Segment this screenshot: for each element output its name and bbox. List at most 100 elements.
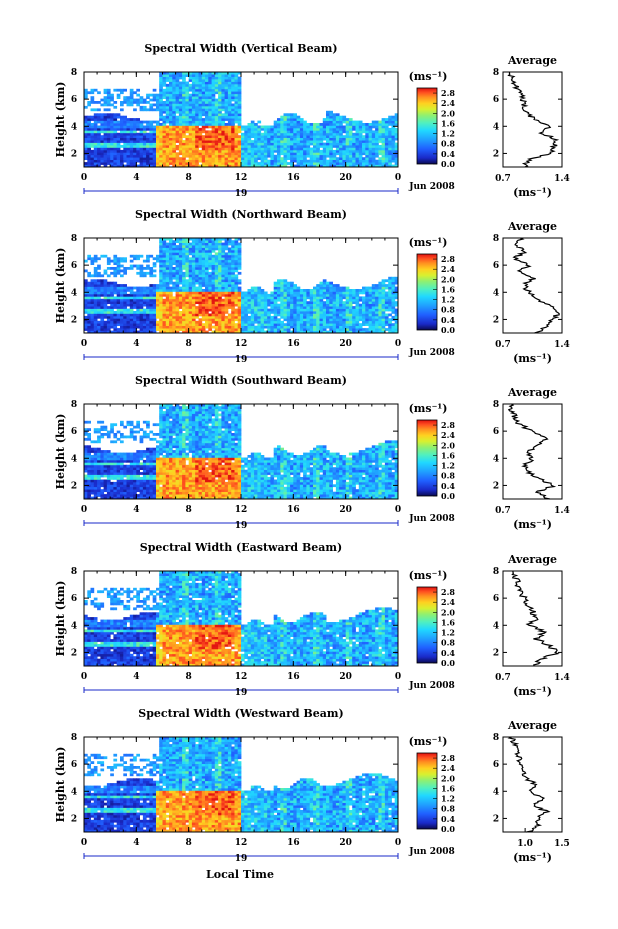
heatmap-cell [342, 301, 347, 304]
heatmap-cell [208, 83, 212, 87]
heatmap-cell [201, 88, 206, 92]
heatmap-cell [263, 313, 268, 317]
heatmap-cell [218, 328, 222, 331]
heatmap-cell [129, 125, 134, 129]
heatmap-cell [296, 162, 301, 165]
heatmap-cell [273, 306, 278, 309]
heatmap-cell [169, 115, 173, 119]
heatmap-cell [335, 115, 340, 119]
heatmap-cell [221, 242, 226, 246]
heatmap-cell [329, 311, 333, 314]
heatmap-cell [97, 279, 101, 283]
heatmap-cell [244, 301, 248, 304]
heatmap-cell [234, 298, 239, 302]
heatmap-cell [178, 113, 183, 117]
heatmap-cell [231, 262, 235, 265]
heatmap-cell [214, 127, 219, 131]
heatmap-cell [103, 140, 108, 143]
heatmap-cell [195, 247, 199, 251]
heatmap-cell [391, 164, 396, 168]
heatmap-cell [322, 137, 327, 141]
heatmap-cell [87, 142, 91, 146]
heatmap-cell [309, 325, 314, 329]
heatmap-cell [394, 159, 399, 163]
heatmap-cell [191, 308, 196, 312]
heatmap-cell [286, 123, 291, 126]
heatmap-cell [129, 88, 134, 92]
heatmap-cell [106, 320, 111, 324]
heatmap-cell [175, 154, 180, 158]
heatmap-cell [309, 123, 314, 126]
heatmap-cell [250, 125, 255, 129]
heatmap-cell [309, 323, 314, 326]
heatmap-cell [286, 142, 291, 146]
heatmap-cell [227, 88, 232, 92]
heatmap-cell [113, 320, 118, 324]
heatmap-cell [218, 254, 222, 258]
heatmap-cell [208, 267, 212, 270]
heatmap-cell [165, 242, 170, 246]
heatmap-cell [103, 254, 108, 258]
heatmap-cell [221, 101, 226, 104]
heatmap-cell [283, 123, 288, 126]
heatmap-cell [368, 125, 373, 129]
heatmap-cell [162, 157, 167, 160]
heatmap-cell [381, 130, 386, 134]
heatmap-cell [165, 149, 170, 153]
heatmap-cell [244, 162, 248, 165]
heatmap-cell [188, 93, 193, 97]
heatmap-cell [335, 137, 340, 141]
heatmap-cell [218, 301, 222, 304]
heatmap-cell [126, 296, 131, 300]
heatmap-cell [188, 86, 193, 90]
heatmap-cell [316, 152, 320, 156]
heatmap-cell [224, 315, 229, 319]
heatmap-cell [283, 118, 288, 121]
heatmap-cell [329, 313, 333, 317]
heatmap-cell [283, 281, 288, 285]
heatmap-cell [162, 81, 167, 85]
heatmap-cell [87, 159, 91, 163]
heatmap-cell [169, 325, 173, 329]
heatmap-cell [241, 162, 245, 165]
heatmap-cell [231, 279, 235, 283]
heatmap-cell [218, 101, 222, 104]
colorbar-tick-label: 1.6 [441, 118, 455, 128]
heatmap-cell [316, 162, 320, 165]
heatmap-cell [358, 308, 363, 312]
heatmap-cell [352, 125, 356, 129]
heatmap-cell [277, 118, 281, 121]
heatmap-cell [326, 159, 330, 163]
x-tick-label: 12 [235, 339, 248, 349]
heatmap-cell [159, 245, 163, 248]
heatmap-cell [195, 301, 199, 304]
heatmap-cell [178, 301, 183, 304]
heatmap-cell [384, 152, 389, 156]
heatmap-cell [375, 308, 379, 312]
heatmap-cell [162, 284, 167, 287]
heatmap-cell [221, 157, 226, 160]
heatmap-cell [113, 130, 118, 134]
heatmap-cell [290, 113, 294, 117]
heatmap-cell [221, 71, 226, 75]
heatmap-cell [159, 145, 163, 148]
heatmap-cell [358, 296, 363, 300]
heatmap-cell [218, 81, 222, 85]
heatmap-cell [195, 276, 199, 280]
heatmap-cell [100, 315, 105, 319]
heatmap-cell [90, 154, 95, 158]
heatmap-cell [169, 93, 173, 97]
heatmap-cell [280, 130, 284, 134]
heatmap-cell [365, 301, 369, 304]
heatmap-cell [198, 71, 203, 75]
heatmap-cell [270, 303, 275, 307]
heatmap-cell [355, 123, 360, 126]
heatmap-cell [263, 149, 268, 153]
heatmap-cell [110, 157, 114, 160]
heatmap-cell [129, 301, 134, 304]
heatmap-cell [306, 291, 311, 295]
heatmap-cell [110, 291, 114, 295]
heatmap-cell [247, 308, 252, 312]
heatmap-cell [126, 318, 131, 322]
heatmap-cell [303, 308, 307, 312]
